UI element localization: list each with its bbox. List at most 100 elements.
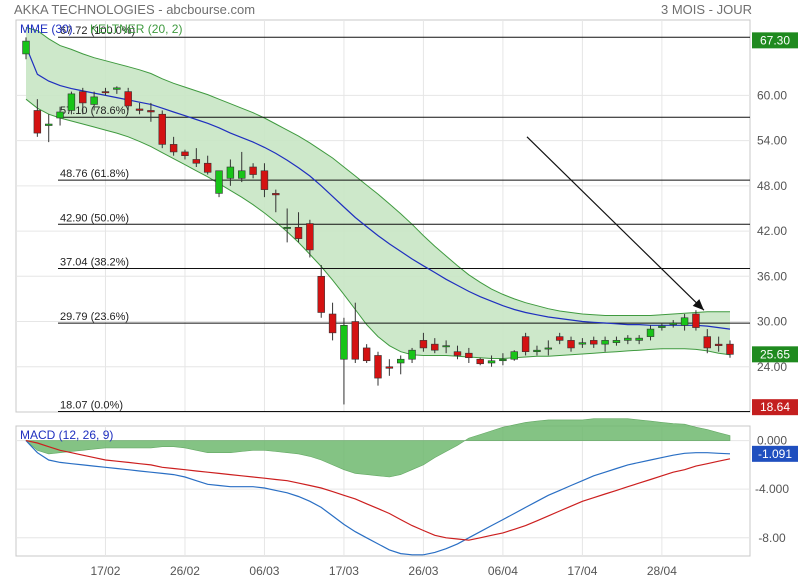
candle — [726, 340, 734, 358]
candle — [590, 336, 598, 348]
candle-body — [408, 349, 416, 360]
x-axis: 17/02 26/02 06/03 17/03 26/03 06/04 17/04 28/04 — [90, 564, 677, 578]
keltner-lower-line — [25, 98, 731, 359]
candle-body — [533, 349, 541, 352]
candle — [487, 355, 496, 367]
candle — [476, 357, 484, 366]
fib-level-label: 67.72 (100.0%) — [60, 25, 135, 37]
candle — [431, 338, 439, 354]
candle — [181, 149, 189, 160]
candle — [272, 189, 280, 213]
candle-body — [317, 276, 325, 313]
y-tick-label: 30.00 — [757, 315, 787, 329]
x-tick-label: 26/03 — [408, 564, 438, 578]
candle-body — [555, 336, 564, 341]
candle — [33, 99, 42, 137]
candle — [692, 310, 700, 331]
candle-body — [272, 193, 280, 196]
candle-body — [283, 227, 291, 229]
candle — [215, 170, 223, 198]
fib-level-label: 18.07 (0.0%) — [60, 399, 123, 411]
price-badge-label: 25.65 — [760, 347, 790, 361]
x-tick-label: 17/03 — [329, 564, 359, 578]
fib-level-label: 29.79 (23.6%) — [60, 311, 129, 323]
chart-title: AKKA TECHNOLOGIES - abcbourse.com — [14, 2, 256, 17]
candle-body — [294, 227, 303, 239]
candle — [351, 302, 359, 363]
candle-body — [249, 166, 257, 175]
candle — [283, 208, 291, 243]
candle-body — [465, 352, 473, 359]
candle-body — [147, 110, 155, 113]
candle-body — [624, 337, 632, 341]
candle-body — [510, 351, 518, 360]
candle-body — [703, 336, 711, 349]
candle — [79, 87, 87, 115]
candle-body — [238, 170, 246, 179]
candle — [567, 336, 575, 352]
candle-body — [67, 93, 76, 111]
candle-body — [79, 91, 87, 104]
candle — [238, 151, 246, 183]
candle — [362, 344, 371, 363]
candle — [555, 332, 564, 345]
macd-line — [25, 440, 731, 556]
candle — [385, 359, 394, 376]
annotation-arrow-line — [526, 136, 705, 311]
y-tick-label: -4.000 — [755, 482, 789, 496]
candle-body — [521, 336, 530, 352]
fib-level-label: 48.76 (61.8%) — [60, 168, 129, 180]
candle — [113, 86, 121, 94]
candle-body — [135, 108, 144, 111]
candle-body — [442, 345, 450, 348]
candle-body — [56, 111, 64, 119]
candle — [669, 320, 677, 328]
candle — [306, 219, 314, 258]
candle-body — [646, 328, 655, 337]
candle — [612, 336, 621, 346]
candle — [397, 355, 405, 375]
candle-body — [45, 123, 53, 126]
keltner-band — [26, 27, 730, 359]
candle — [203, 155, 212, 175]
y-tick-label: 42.00 — [757, 224, 787, 238]
candle-body — [158, 113, 166, 145]
candle-body — [192, 159, 201, 164]
y-tick-label: 0.000 — [757, 434, 787, 448]
fib-level-label: 37.04 (38.2%) — [60, 256, 129, 268]
macd-badge-label: -1.091 — [758, 447, 792, 461]
candle — [465, 347, 473, 363]
candle-body — [362, 347, 371, 362]
price-badge — [752, 346, 798, 363]
candle — [510, 350, 518, 361]
candle-body — [431, 343, 439, 351]
candle-body — [680, 317, 689, 326]
x-tick-label: 17/02 — [90, 564, 120, 578]
x-tick-label: 28/04 — [647, 564, 677, 578]
candle-body — [476, 358, 484, 365]
x-tick-label: 26/02 — [170, 564, 200, 578]
fib-level-label: 57.10 (78.6%) — [60, 105, 129, 117]
candle — [169, 136, 178, 156]
candle — [22, 37, 30, 60]
candle — [45, 114, 53, 143]
mme-line — [25, 46, 731, 330]
period-label[interactable]: 3 MOIS - JOUR — [660, 2, 752, 17]
candle-body — [328, 313, 337, 334]
candle-body — [669, 322, 677, 325]
candle-body — [169, 144, 178, 153]
candle-body — [260, 170, 269, 190]
candle-body — [226, 166, 235, 179]
x-tick-label: 17/04 — [567, 564, 597, 578]
macd-histogram — [25, 418, 731, 478]
candle — [158, 110, 166, 149]
candle — [340, 317, 348, 405]
candle — [192, 148, 201, 167]
candle-body — [101, 91, 110, 94]
candle-body — [181, 151, 189, 156]
macd-badge — [752, 445, 798, 462]
signal-line — [25, 440, 731, 541]
candle-body — [124, 91, 132, 107]
candle-body — [578, 342, 587, 345]
candle — [124, 87, 132, 111]
